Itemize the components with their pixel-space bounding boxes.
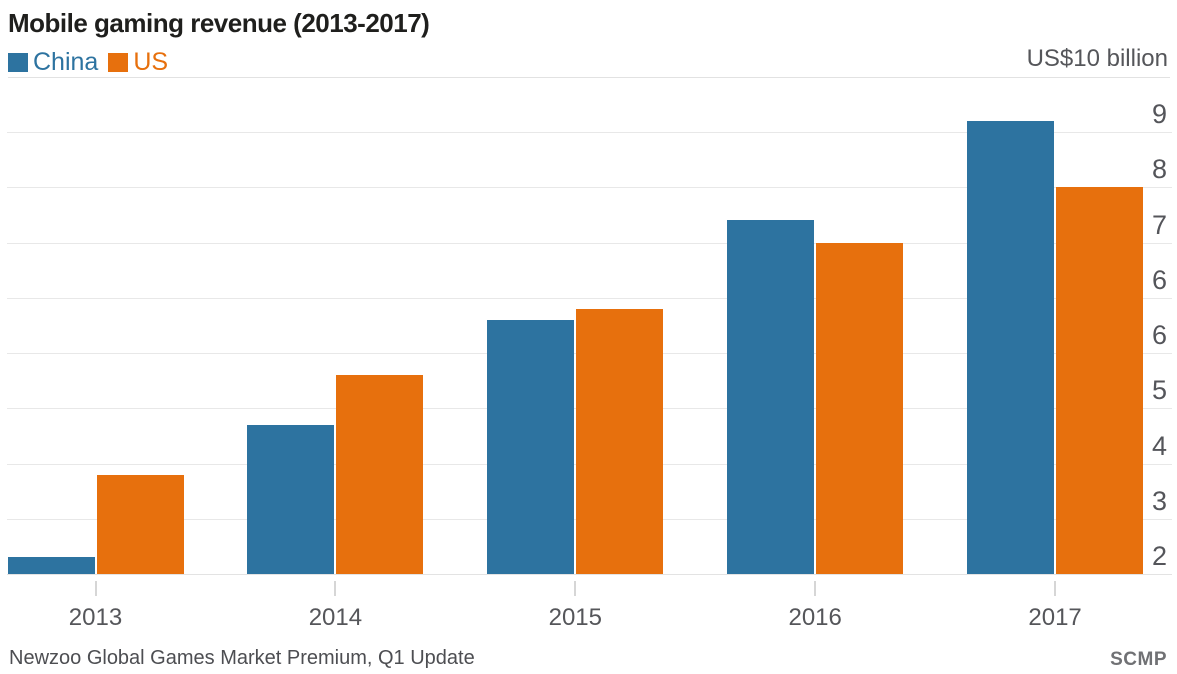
y-axis-tick-label: 8: [1151, 154, 1167, 185]
credit-label: SCMP: [1110, 649, 1167, 670]
bar-us-2015: [576, 308, 664, 574]
gridline: [7, 187, 1172, 189]
y-axis-tick-label: 6: [1151, 320, 1167, 350]
x-axis-label-2014: 2014: [308, 604, 363, 631]
bar-china-2016: [727, 220, 815, 574]
gridline: [7, 132, 1172, 133]
legend-label: US: [133, 48, 169, 76]
legend-swatch-icon: [108, 52, 129, 72]
legend-swatch-icon: [8, 52, 28, 72]
bar-china-2013: [7, 557, 95, 574]
x-axis-tick: [1054, 581, 1057, 596]
y-axis-tick-label: 6: [1151, 264, 1167, 295]
x-axis-baseline: [7, 574, 1172, 575]
bar-china-2017: [967, 121, 1055, 574]
legend: China US: [8, 48, 169, 76]
legend-item-china: China: [8, 48, 99, 76]
y-axis-tick-label: 7: [1151, 209, 1167, 240]
bar-us-2013: [96, 474, 184, 574]
y-axis-unit-label: US$10 billion: [1026, 45, 1168, 72]
bar-china-2014: [247, 424, 335, 574]
bar-us-2017: [1056, 187, 1144, 575]
y-axis-tick-label: 3: [1151, 485, 1167, 516]
bar-us-2014: [336, 375, 424, 574]
gridline: [7, 242, 1172, 244]
source-note: Newzoo Global Games Market Premium, Q1 U…: [9, 647, 475, 669]
legend-label: China: [33, 48, 99, 76]
x-axis-tick: [94, 581, 97, 596]
bar-china-2015: [487, 319, 575, 574]
y-axis-tick-label: 4: [1151, 430, 1167, 461]
y-axis-tick-label: 5: [1151, 375, 1167, 406]
bar-us-2016: [816, 242, 904, 574]
x-axis-tick: [814, 581, 817, 596]
x-axis-label-2017: 2017: [1028, 604, 1082, 631]
y-axis-tick-label: 2: [1151, 541, 1167, 571]
x-axis-label-2015: 2015: [548, 604, 602, 631]
legend-item-us: US: [108, 48, 169, 76]
x-axis-tick: [574, 581, 577, 596]
gridline: [7, 297, 1172, 299]
x-axis-tick: [334, 581, 337, 596]
x-axis-label-2013: 2013: [68, 604, 123, 631]
header-separator-line: [8, 77, 1170, 78]
x-axis-label-2016: 2016: [788, 604, 842, 631]
y-axis-tick-label: 9: [1151, 99, 1167, 129]
chart-title: Mobile gaming revenue (2013-2017): [8, 8, 430, 38]
